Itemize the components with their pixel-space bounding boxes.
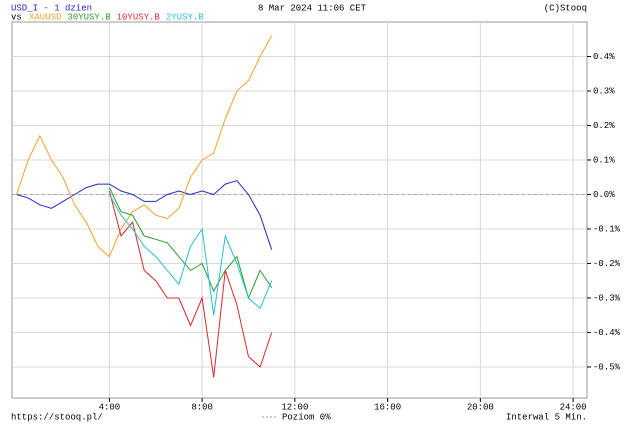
y-tick-label: 0.2%	[593, 121, 615, 131]
series-line	[16, 180, 273, 250]
y-tick-label: 0.4%	[593, 52, 615, 62]
interval-label: Interwal 5 Min.	[506, 412, 587, 422]
y-tick-label: 0.3%	[593, 86, 615, 96]
series-line	[108, 187, 273, 300]
series-line	[108, 194, 273, 316]
y-tick-label: -0.3%	[593, 293, 621, 303]
x-tick-label: 20:00	[467, 402, 494, 412]
chart-title: 8 Mar 2024 11:06 CET	[258, 3, 367, 13]
zero-legend-label: Poziom 0%	[282, 412, 331, 422]
y-tick-label: -0.5%	[593, 362, 621, 372]
y-tick-label: -0.2%	[593, 259, 621, 269]
y-tick-label: -0.1%	[593, 224, 621, 234]
legend-label: 2YUSY.B	[166, 12, 204, 22]
legend-label: XAUUSD	[29, 12, 61, 22]
x-tick-label: 8:00	[191, 402, 213, 412]
x-tick-label: 24:00	[560, 402, 587, 412]
x-tick-label: 16:00	[374, 402, 401, 412]
plot-area	[11, 21, 588, 399]
legend-label: 10YUSY.B	[117, 12, 161, 22]
legend-label: 30YUSY.B	[67, 12, 111, 22]
source: (C)Stooq	[544, 3, 587, 13]
main-series-label: USD_I - 1 dzien	[11, 3, 92, 13]
y-tick-label: -0.4%	[593, 328, 621, 338]
x-tick-label: 12:00	[281, 402, 308, 412]
y-tick-label: 0.1%	[593, 155, 615, 165]
series-line	[108, 190, 273, 378]
url: https://stooq.pl/	[11, 412, 103, 422]
y-tick-label: 0.0%	[593, 190, 615, 200]
x-tick-label: 4:00	[99, 402, 121, 412]
vs-label: vs	[11, 12, 22, 22]
series-line	[16, 35, 273, 258]
